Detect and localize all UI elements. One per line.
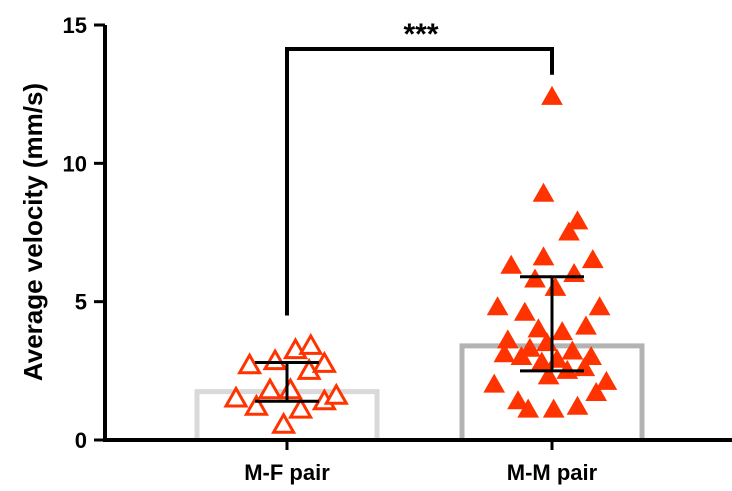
data-point bbox=[581, 249, 604, 269]
data-point bbox=[500, 254, 523, 274]
data-point bbox=[566, 395, 589, 415]
y-tick-label: 5 bbox=[75, 290, 87, 315]
data-point bbox=[527, 318, 550, 338]
data-point bbox=[566, 210, 589, 230]
data-point bbox=[262, 348, 288, 371]
data-point bbox=[277, 377, 303, 400]
data-point bbox=[588, 296, 611, 316]
data-point bbox=[542, 398, 565, 418]
x-tick-label: M-M pair bbox=[507, 460, 598, 485]
data-point bbox=[237, 352, 263, 375]
data-point bbox=[311, 350, 337, 373]
data-point bbox=[513, 301, 536, 321]
data-point bbox=[271, 411, 297, 434]
data-point bbox=[483, 373, 506, 393]
data-point bbox=[493, 343, 516, 363]
data-point bbox=[223, 385, 249, 408]
data-point bbox=[532, 246, 555, 266]
significance-bracket: *** bbox=[285, 18, 554, 316]
points-layer bbox=[223, 85, 618, 434]
data-point bbox=[558, 221, 580, 241]
significance-label: *** bbox=[403, 18, 438, 51]
data-point bbox=[537, 365, 560, 385]
data-point bbox=[575, 315, 597, 335]
data-point bbox=[580, 345, 602, 365]
data-point bbox=[486, 296, 509, 316]
errorbars-layer bbox=[255, 275, 584, 403]
data-point bbox=[496, 329, 519, 349]
data-point bbox=[544, 276, 567, 296]
y-tick-label: 10 bbox=[63, 151, 87, 176]
data-point bbox=[507, 390, 529, 410]
significance-bracket-line bbox=[285, 47, 554, 316]
data-point bbox=[519, 337, 541, 357]
data-point bbox=[595, 370, 618, 390]
y-tick-label: 15 bbox=[63, 13, 87, 38]
data-point bbox=[532, 182, 555, 202]
data-point bbox=[323, 382, 349, 405]
data-point bbox=[243, 393, 269, 416]
x-tick-label: M-F pair bbox=[244, 460, 330, 485]
y-tick-label: 0 bbox=[75, 428, 87, 453]
data-point bbox=[585, 381, 608, 401]
data-point bbox=[551, 321, 574, 341]
axes-layer bbox=[103, 25, 732, 442]
data-point bbox=[524, 268, 546, 288]
y-ticks-layer: 0 5 10 15 bbox=[63, 13, 105, 453]
y-axis-label: Average velocity (mm/s) bbox=[18, 83, 48, 381]
data-point bbox=[517, 398, 540, 418]
data-point bbox=[288, 396, 314, 419]
x-ticks-layer: M-F pair M-M pair bbox=[244, 440, 598, 485]
data-point bbox=[257, 377, 283, 400]
data-point bbox=[298, 332, 324, 355]
data-point bbox=[561, 340, 584, 360]
data-point bbox=[541, 85, 563, 105]
data-point bbox=[510, 345, 533, 365]
data-point bbox=[563, 262, 585, 282]
